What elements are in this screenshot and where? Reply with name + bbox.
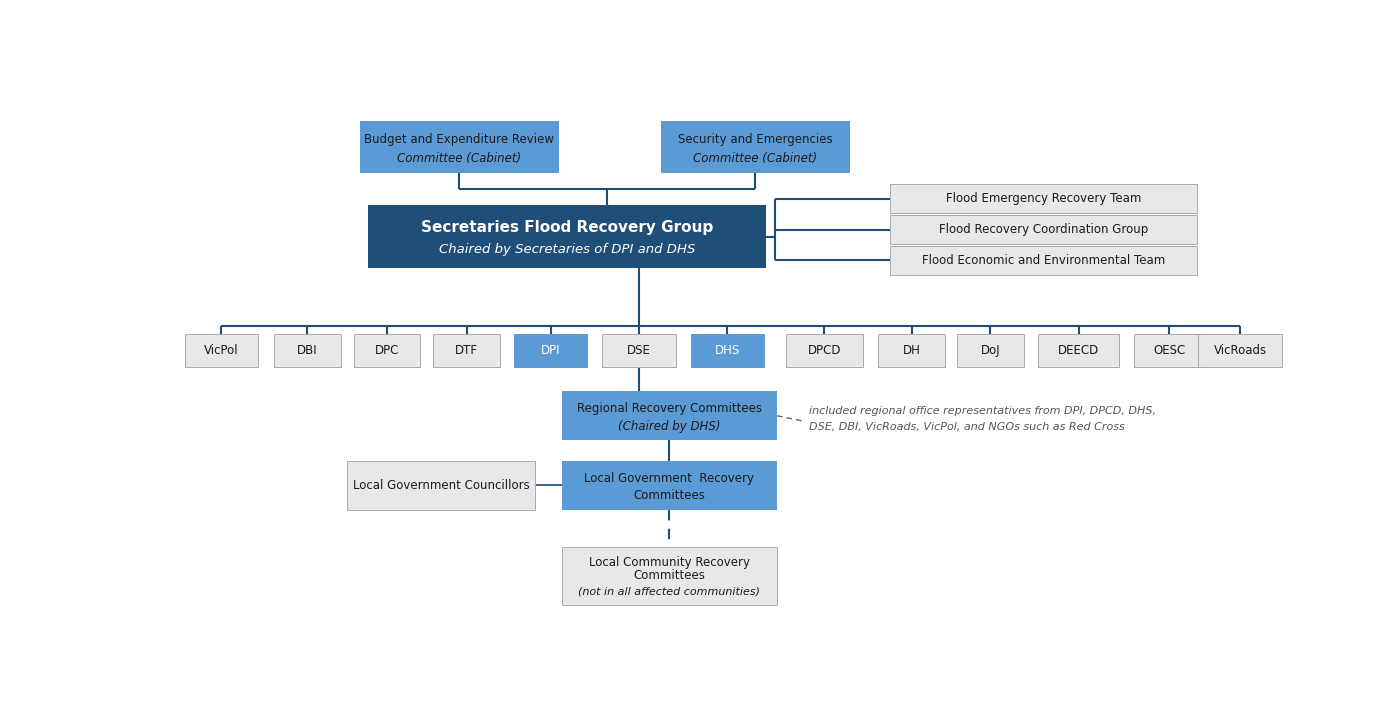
- Text: DoJ: DoJ: [980, 344, 1001, 357]
- Text: Committee (Cabinet): Committee (Cabinet): [398, 152, 521, 165]
- Text: DH: DH: [902, 344, 920, 357]
- Bar: [785, 333, 863, 367]
- Text: Local Community Recovery: Local Community Recovery: [589, 556, 749, 570]
- Bar: [691, 333, 765, 367]
- Bar: [434, 333, 500, 367]
- Bar: [562, 391, 777, 440]
- Bar: [514, 333, 588, 367]
- Text: VicRoads: VicRoads: [1213, 344, 1266, 357]
- Bar: [562, 461, 777, 510]
- Text: (Chaired by DHS): (Chaired by DHS): [619, 420, 720, 433]
- Bar: [353, 333, 420, 367]
- Text: DPI: DPI: [541, 344, 560, 357]
- Text: DHS: DHS: [714, 344, 739, 357]
- Bar: [956, 333, 1023, 367]
- Bar: [878, 333, 945, 367]
- Bar: [274, 333, 341, 367]
- Text: Security and Emergencies: Security and Emergencies: [678, 133, 833, 147]
- Bar: [562, 546, 777, 605]
- Bar: [890, 216, 1197, 244]
- Text: Local Government Councillors: Local Government Councillors: [353, 479, 530, 491]
- Text: Local Government  Recovery: Local Government Recovery: [584, 472, 755, 485]
- Text: DTF: DTF: [456, 344, 478, 357]
- Text: DEECD: DEECD: [1058, 344, 1099, 357]
- Bar: [346, 461, 535, 510]
- Text: Committees: Committees: [634, 489, 705, 503]
- Bar: [662, 121, 849, 173]
- Bar: [1198, 333, 1282, 367]
- Text: included regional office representatives from DPI, DPCD, DHS,: included regional office representatives…: [809, 406, 1156, 417]
- Text: Committee (Cabinet): Committee (Cabinet): [694, 152, 817, 165]
- Text: Budget and Expenditure Review: Budget and Expenditure Review: [364, 133, 555, 147]
- Bar: [1134, 333, 1204, 367]
- Text: Flood Emergency Recovery Team: Flood Emergency Recovery Team: [947, 192, 1141, 205]
- Text: DPCD: DPCD: [808, 344, 841, 357]
- Bar: [602, 333, 676, 367]
- Text: DSE: DSE: [627, 344, 651, 357]
- Text: (not in all affected communities): (not in all affected communities): [578, 586, 760, 596]
- Text: Chaired by Secretaries of DPI and DHS: Chaired by Secretaries of DPI and DHS: [439, 243, 695, 256]
- Text: VicPol: VicPol: [204, 344, 239, 357]
- Bar: [360, 121, 559, 173]
- Text: OESC: OESC: [1152, 344, 1186, 357]
- Text: Committees: Committees: [634, 570, 705, 582]
- Bar: [367, 205, 766, 268]
- Text: Flood Recovery Coordination Group: Flood Recovery Coordination Group: [940, 223, 1148, 236]
- Text: DPC: DPC: [375, 344, 399, 357]
- Text: DBI: DBI: [297, 344, 318, 357]
- Bar: [1038, 333, 1119, 367]
- Text: DSE, DBI, VicRoads, VicPol, and NGOs such as Red Cross: DSE, DBI, VicRoads, VicPol, and NGOs suc…: [809, 422, 1125, 431]
- Text: Secretaries Flood Recovery Group: Secretaries Flood Recovery Group: [421, 220, 713, 235]
- Bar: [185, 333, 257, 367]
- Bar: [890, 185, 1197, 213]
- Text: Flood Economic and Environmental Team: Flood Economic and Environmental Team: [922, 254, 1165, 267]
- Text: Regional Recovery Committees: Regional Recovery Committees: [577, 403, 762, 415]
- Bar: [890, 246, 1197, 274]
